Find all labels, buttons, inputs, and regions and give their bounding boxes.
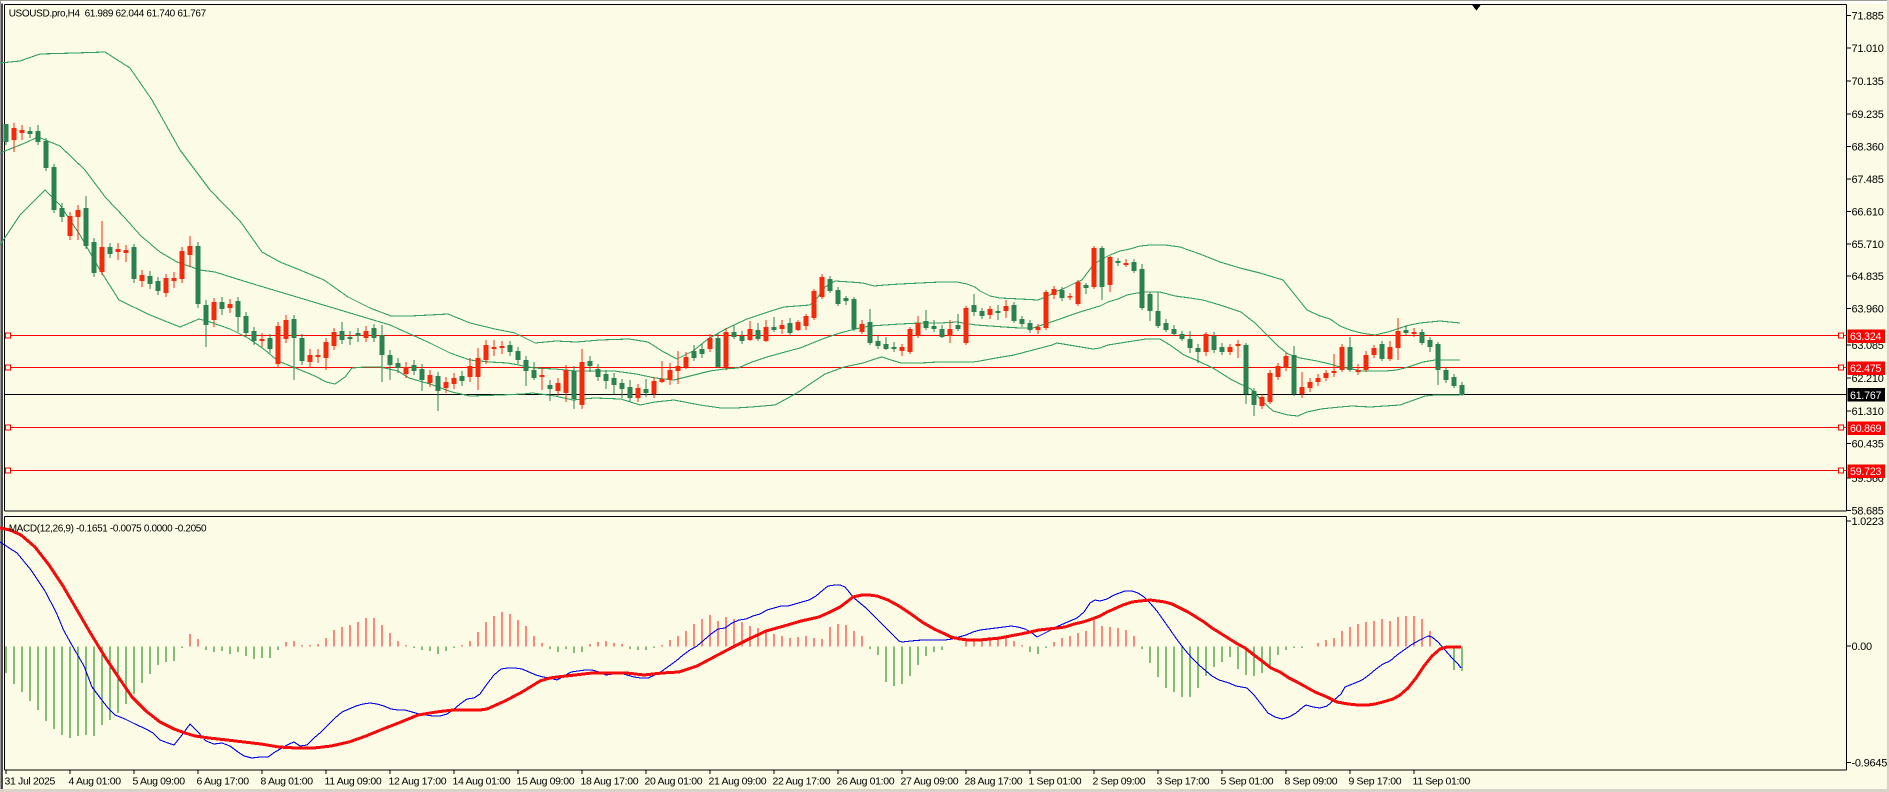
svg-text:58.685: 58.685	[1852, 506, 1884, 518]
svg-text:5 Sep 01:00: 5 Sep 01:00	[1221, 776, 1274, 788]
svg-text:69.235: 69.235	[1852, 109, 1884, 121]
svg-text:11 Sep 01:00: 11 Sep 01:00	[1413, 776, 1471, 788]
svg-text:63.324: 63.324	[1850, 331, 1882, 343]
svg-text:18 Aug 17:00: 18 Aug 17:00	[581, 776, 639, 788]
svg-text:2 Sep 09:00: 2 Sep 09:00	[1093, 776, 1146, 788]
svg-text:62.475: 62.475	[1850, 363, 1882, 375]
svg-text:27 Aug 09:00: 27 Aug 09:00	[901, 776, 959, 788]
svg-text:15 Aug 09:00: 15 Aug 09:00	[517, 776, 575, 788]
svg-text:66.610: 66.610	[1852, 207, 1884, 219]
svg-text:71.010: 71.010	[1852, 43, 1884, 55]
svg-text:8 Aug 01:00: 8 Aug 01:00	[261, 776, 314, 788]
svg-text:63.960: 63.960	[1852, 304, 1884, 316]
svg-text:22 Aug 17:00: 22 Aug 17:00	[773, 776, 831, 788]
svg-text:-0.9645: -0.9645	[1852, 758, 1888, 770]
svg-text:USOUSD.pro,H4 61.989 62.044 6: USOUSD.pro,H4 61.989 62.044 61.740 61.76…	[9, 9, 207, 20]
svg-text:0.00: 0.00	[1852, 641, 1873, 653]
svg-text:26 Aug 01:00: 26 Aug 01:00	[837, 776, 895, 788]
svg-text:12 Aug 17:00: 12 Aug 17:00	[389, 776, 447, 788]
svg-text:67.485: 67.485	[1852, 174, 1884, 186]
svg-text:9 Sep 17:00: 9 Sep 17:00	[1349, 776, 1402, 788]
svg-text:68.360: 68.360	[1852, 142, 1884, 154]
svg-text:31 Jul 2025: 31 Jul 2025	[5, 776, 56, 788]
svg-text:71.885: 71.885	[1852, 11, 1884, 23]
svg-text:6 Aug 17:00: 6 Aug 17:00	[197, 776, 250, 788]
svg-text:1.0223: 1.0223	[1852, 516, 1884, 528]
svg-text:64.835: 64.835	[1852, 271, 1884, 283]
svg-text:60.869: 60.869	[1850, 423, 1882, 435]
svg-text:14 Aug 01:00: 14 Aug 01:00	[453, 776, 511, 788]
svg-text:4 Aug 01:00: 4 Aug 01:00	[69, 776, 122, 788]
svg-text:8 Sep 09:00: 8 Sep 09:00	[1285, 776, 1338, 788]
svg-text:11 Aug 09:00: 11 Aug 09:00	[325, 776, 382, 788]
svg-text:5 Aug 09:00: 5 Aug 09:00	[133, 776, 186, 788]
svg-text:3 Sep 17:00: 3 Sep 17:00	[1157, 776, 1210, 788]
svg-text:60.435: 60.435	[1852, 439, 1884, 451]
svg-text:21 Aug 09:00: 21 Aug 09:00	[709, 776, 767, 788]
svg-text:20 Aug 01:00: 20 Aug 01:00	[645, 776, 703, 788]
svg-text:61.767: 61.767	[1850, 390, 1882, 402]
svg-text:61.310: 61.310	[1852, 406, 1884, 418]
svg-text:59.723: 59.723	[1850, 466, 1882, 478]
svg-text:62.210: 62.210	[1852, 373, 1884, 385]
svg-text:1 Sep 01:00: 1 Sep 01:00	[1029, 776, 1082, 788]
svg-text:70.135: 70.135	[1852, 76, 1884, 88]
svg-text:MACD(12,26,9) -0.1651 -0.0075: MACD(12,26,9) -0.1651 -0.0075 0.0000 -0.…	[9, 524, 207, 535]
svg-text:65.710: 65.710	[1852, 239, 1884, 251]
svg-text:28 Aug 17:00: 28 Aug 17:00	[965, 776, 1023, 788]
